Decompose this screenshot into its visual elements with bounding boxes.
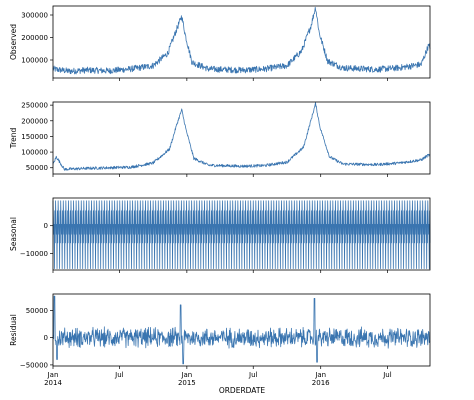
y-tick-label: 0 xyxy=(44,222,48,230)
y-tick-label: 50000 xyxy=(26,164,48,172)
x-tick-label: Jan xyxy=(47,371,59,379)
x-tick-sublabel: 2014 xyxy=(44,379,62,387)
y-tick-label: 300000 xyxy=(21,12,48,20)
x-tick-label: Jul xyxy=(248,371,258,379)
y-axis-label-trend: Trend xyxy=(9,128,18,150)
x-tick-label: Jul xyxy=(114,371,124,379)
y-axis-label-observed: Observed xyxy=(9,24,18,60)
y-tick-label: 0 xyxy=(44,334,48,342)
x-axis-label: ORDERDATE xyxy=(219,386,266,395)
panel-frame-trend xyxy=(52,101,431,175)
panel-frame-residual xyxy=(52,293,431,367)
y-tick-label: 200000 xyxy=(21,34,48,42)
x-tick-sublabel: 2015 xyxy=(178,379,196,387)
x-tick-sublabel: 2016 xyxy=(312,379,330,387)
y-tick-label: 150000 xyxy=(21,133,48,141)
y-tick-label: 100000 xyxy=(21,57,48,65)
series-line-residual xyxy=(52,295,431,365)
y-axis-label-residual: Residual xyxy=(9,314,18,346)
y-tick-label: −50000 xyxy=(20,361,48,369)
y-tick-label: 50000 xyxy=(26,307,48,315)
series-line-trend xyxy=(52,102,431,171)
x-tick-label: Jan xyxy=(180,371,192,379)
y-tick-label: 250000 xyxy=(21,102,48,110)
y-axis-label-seasonal: Seasonal xyxy=(9,217,18,251)
y-tick-label: 200000 xyxy=(21,117,48,125)
y-tick-label: 100000 xyxy=(21,149,48,157)
y-tick-label: −10000 xyxy=(20,250,48,258)
series-line-observed xyxy=(52,6,431,75)
x-tick-label: Jul xyxy=(382,371,392,379)
panel-frame-seasonal xyxy=(52,197,431,271)
x-tick-label: Jan xyxy=(314,371,326,379)
series-line-seasonal xyxy=(52,200,431,270)
panel-frame-observed xyxy=(52,5,431,79)
